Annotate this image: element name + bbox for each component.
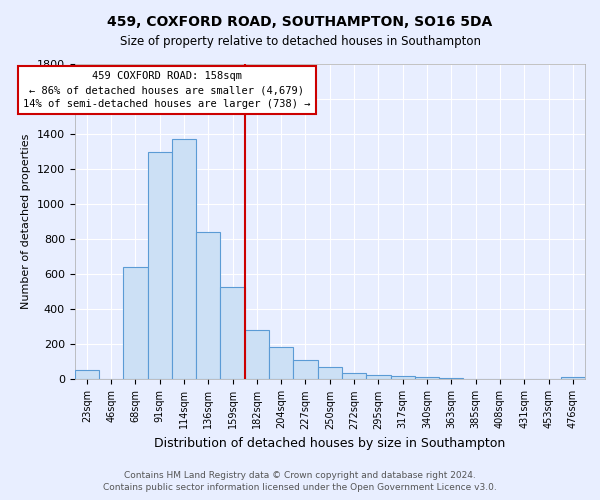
- X-axis label: Distribution of detached houses by size in Southampton: Distribution of detached houses by size …: [154, 437, 505, 450]
- Bar: [560, 377, 585, 380]
- Bar: [220, 286, 245, 380]
- Bar: [269, 347, 293, 380]
- Text: 459 COXFORD ROAD: 158sqm
← 86% of detached houses are smaller (4,679)
14% of sem: 459 COXFORD ROAD: 158sqm ← 86% of detach…: [23, 71, 311, 109]
- Bar: [123, 268, 148, 380]
- Bar: [196, 232, 220, 380]
- Bar: [415, 377, 439, 380]
- Text: Contains HM Land Registry data © Crown copyright and database right 2024.
Contai: Contains HM Land Registry data © Crown c…: [103, 471, 497, 492]
- Bar: [293, 360, 317, 380]
- Bar: [245, 330, 269, 380]
- Bar: [439, 378, 463, 380]
- Bar: [391, 376, 415, 380]
- Bar: [463, 378, 488, 380]
- Text: Size of property relative to detached houses in Southampton: Size of property relative to detached ho…: [119, 35, 481, 48]
- Bar: [342, 374, 366, 380]
- Bar: [74, 370, 99, 380]
- Bar: [317, 367, 342, 380]
- Bar: [172, 140, 196, 380]
- Bar: [366, 374, 391, 380]
- Bar: [148, 152, 172, 380]
- Y-axis label: Number of detached properties: Number of detached properties: [21, 134, 31, 310]
- Text: 459, COXFORD ROAD, SOUTHAMPTON, SO16 5DA: 459, COXFORD ROAD, SOUTHAMPTON, SO16 5DA: [107, 15, 493, 29]
